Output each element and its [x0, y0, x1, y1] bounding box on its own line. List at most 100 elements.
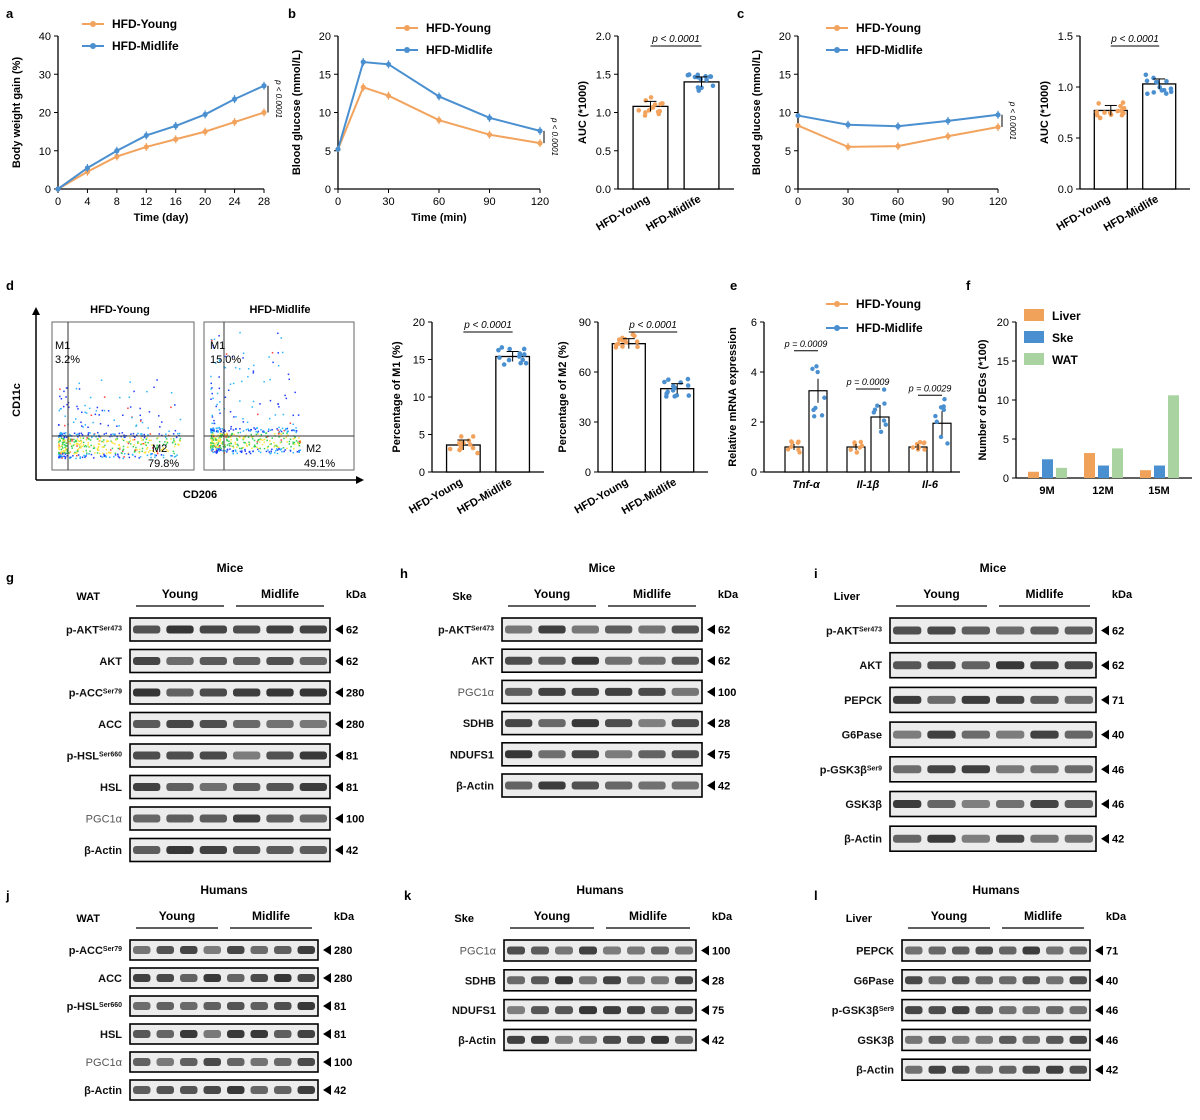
flow-event	[242, 446, 245, 449]
molecular-weight-label: 280	[334, 973, 352, 985]
flow-event	[237, 432, 239, 434]
panel-letter-l: l	[814, 888, 818, 903]
flow-event	[211, 414, 214, 417]
flow-event	[217, 449, 220, 451]
flow-event	[151, 450, 154, 452]
flow-event	[284, 449, 287, 451]
blot-band	[156, 1030, 174, 1038]
size-marker-arrow	[335, 782, 343, 792]
flow-event	[103, 433, 106, 435]
size-marker-arrow	[335, 656, 343, 666]
blot-band	[675, 976, 693, 985]
flow-event	[277, 446, 280, 449]
flow-event	[172, 438, 175, 440]
blot-strip	[129, 806, 331, 831]
flow-event	[113, 455, 115, 458]
flow-event	[299, 449, 302, 451]
young-m1-value: 3.2%	[55, 354, 80, 366]
flow-event	[235, 450, 237, 453]
molecular-weight-label: 40	[1112, 730, 1124, 742]
flow-event	[62, 439, 64, 441]
flow-event	[63, 443, 66, 446]
flow-event	[74, 439, 77, 442]
blot-strip	[503, 939, 697, 962]
bar-liver	[1084, 453, 1095, 478]
flow-event	[107, 440, 110, 443]
blot-band	[627, 1006, 645, 1015]
flow-event	[256, 431, 259, 434]
blot-band	[166, 657, 194, 665]
blot-band	[297, 1086, 315, 1094]
flow-event	[251, 438, 254, 440]
flow-title-young: HFD-Young	[90, 304, 150, 316]
blot-band	[166, 720, 194, 728]
protein-label: PGC1α	[86, 1057, 123, 1069]
flow-title-midlife: HFD-Midlife	[249, 304, 310, 316]
flow-event	[223, 444, 226, 446]
flow-event	[62, 441, 65, 444]
flow-event	[73, 452, 75, 455]
data-dot	[881, 418, 887, 423]
blot-band	[227, 946, 245, 954]
protein-label: HSL	[100, 1029, 122, 1041]
data-dot	[789, 440, 795, 445]
blot-band	[1064, 834, 1093, 843]
blot-band	[531, 1006, 549, 1015]
flow-event	[222, 450, 224, 452]
x-axis-label: Time (min)	[870, 212, 926, 224]
flow-event	[147, 434, 149, 436]
blot-band	[538, 719, 566, 728]
flow-event	[89, 396, 92, 399]
flow-event	[220, 436, 222, 438]
blot-band	[927, 834, 956, 843]
flow-event	[276, 445, 278, 447]
flow-event	[103, 455, 106, 458]
flow-event	[118, 425, 120, 427]
blot-band	[975, 1065, 993, 1074]
flow-event	[285, 427, 287, 430]
data-dot	[854, 450, 860, 455]
series-line-young	[57, 111, 265, 190]
flow-event	[87, 426, 89, 429]
y-axis-label: AUC (*1000)	[1039, 81, 1051, 144]
flow-event	[172, 450, 175, 453]
blot-strip	[129, 774, 331, 800]
flow-event	[59, 455, 61, 457]
flow-event	[251, 406, 254, 408]
flow-event	[211, 450, 214, 452]
flow-event	[121, 438, 124, 440]
flow-event	[247, 428, 249, 430]
flow-event	[150, 453, 152, 455]
flow-event	[115, 439, 117, 441]
flow-event	[249, 430, 252, 432]
blot-band	[199, 720, 227, 728]
flow-event	[241, 447, 244, 449]
data-dot	[1163, 91, 1169, 96]
flow-event	[257, 413, 259, 416]
flow-event	[258, 447, 260, 450]
blot-band	[166, 688, 194, 697]
data-dot	[521, 352, 527, 357]
flow-event	[292, 441, 294, 443]
blot-band	[961, 695, 990, 704]
flow-event	[161, 450, 163, 452]
flow-event	[253, 439, 256, 442]
flow-event	[247, 375, 249, 378]
flow-event	[228, 430, 230, 432]
flow-event	[216, 403, 218, 406]
blot-band	[1069, 1035, 1087, 1044]
blot-band	[928, 1035, 946, 1044]
blot-band	[638, 687, 666, 696]
data-dot	[458, 434, 464, 439]
legend-marker-young	[834, 301, 840, 307]
blot-band	[571, 750, 599, 759]
blot-band	[638, 781, 666, 790]
flow-event	[277, 364, 280, 367]
flow-event	[214, 442, 216, 445]
flow-event	[295, 440, 298, 442]
flow-event	[210, 382, 213, 385]
flow-event	[211, 387, 213, 389]
